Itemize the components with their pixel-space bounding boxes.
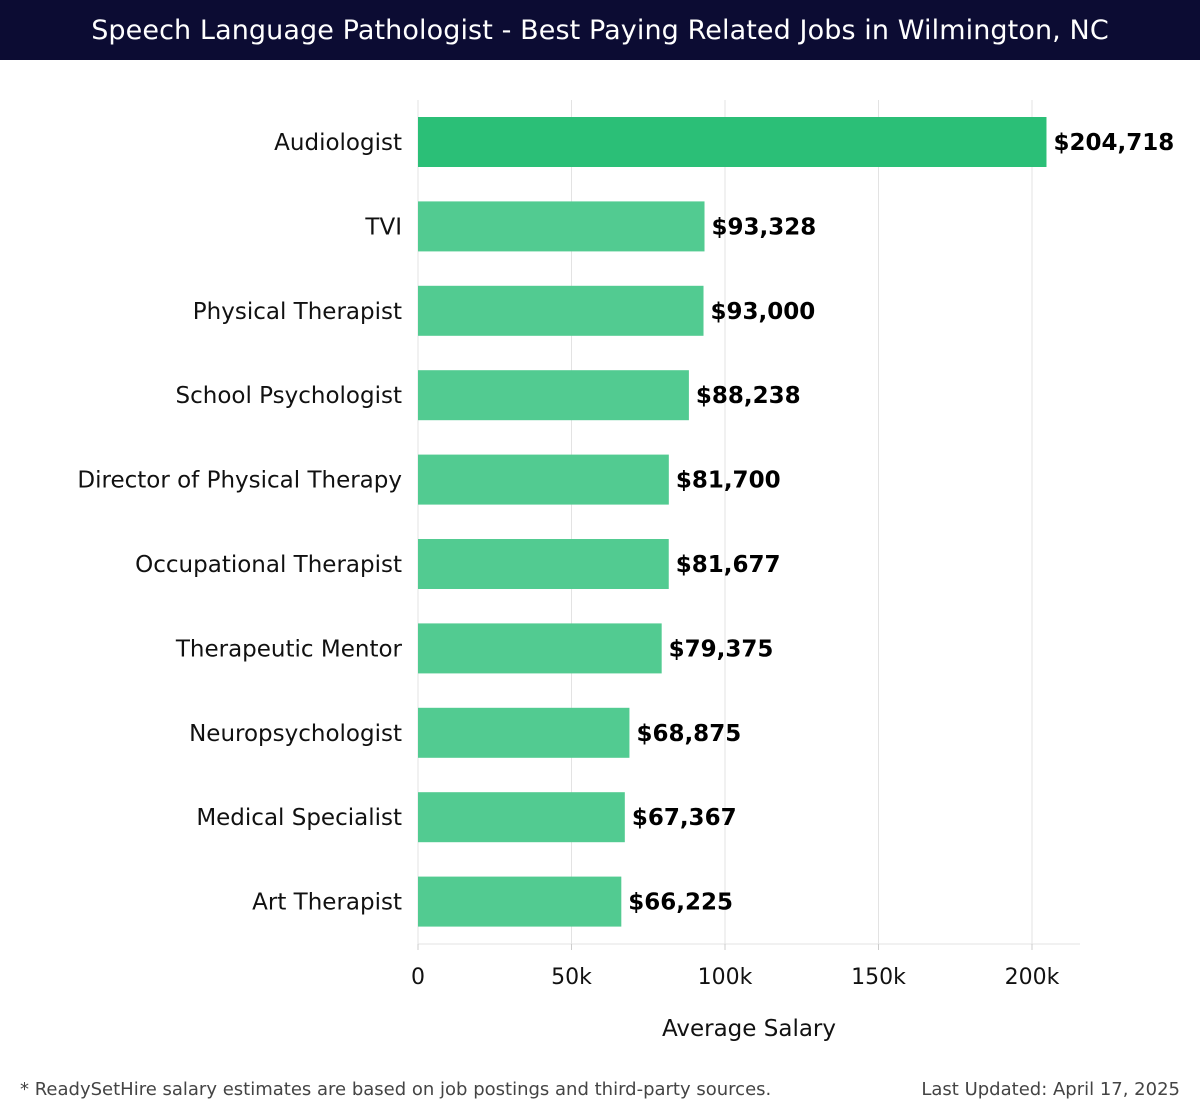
value-label: $81,700 — [676, 468, 781, 494]
x-axis-title: Average Salary — [662, 1016, 836, 1042]
bar — [418, 539, 669, 589]
bar — [418, 370, 689, 421]
category-label: Medical Specialist — [196, 805, 402, 831]
category-label: Audiologist — [274, 130, 402, 156]
value-label: $88,238 — [696, 383, 801, 409]
bar — [418, 285, 704, 336]
category-label: TVI — [364, 214, 402, 240]
x-tick-label: 100k — [698, 965, 753, 990]
x-tick-label: 200k — [1005, 965, 1060, 990]
value-label: $68,875 — [636, 721, 741, 747]
bar — [418, 792, 625, 843]
bars — [418, 117, 1047, 927]
value-label: $93,000 — [711, 299, 816, 325]
bar-chart: Audiologist TVI Physical Therapist School P… — [77, 100, 1174, 1042]
bar — [418, 623, 662, 674]
category-labels: Audiologist TVI Physical Therapist School P… — [77, 130, 402, 916]
bar — [418, 117, 1047, 167]
category-label: Physical Therapist — [193, 299, 402, 325]
value-label: $67,367 — [632, 805, 737, 831]
bar — [418, 201, 705, 252]
footer-note: * ReadySetHire salary estimates are base… — [20, 1079, 772, 1100]
value-labels: $204,718 $93,328 $93,000 $88,238 $81,700 $81,… — [628, 130, 1174, 916]
last-updated: Last Updated: April 17, 2025 — [921, 1079, 1180, 1100]
category-label: Occupational Therapist — [135, 552, 402, 578]
x-tick-label: 50k — [551, 965, 592, 990]
value-label: $93,328 — [712, 214, 817, 240]
x-tick-label: 150k — [851, 965, 906, 990]
x-axis: 0 50k 100k 150k 200k — [411, 943, 1080, 990]
value-label: $204,718 — [1053, 130, 1174, 156]
category-label: Therapeutic Mentor — [175, 636, 403, 662]
bar — [418, 707, 630, 758]
category-label: School Psychologist — [176, 383, 402, 409]
category-label: Art Therapist — [252, 890, 402, 916]
x-tick-label: 0 — [411, 965, 425, 990]
bar — [418, 876, 622, 927]
value-label: $79,375 — [669, 636, 774, 662]
category-label: Neuropsychologist — [189, 721, 402, 747]
bar — [418, 454, 669, 505]
value-label: $66,225 — [628, 890, 733, 916]
chart-title: Speech Language Pathologist - Best Payin… — [0, 0, 1200, 60]
category-label: Director of Physical Therapy — [77, 468, 402, 494]
value-label: $81,677 — [676, 552, 781, 578]
